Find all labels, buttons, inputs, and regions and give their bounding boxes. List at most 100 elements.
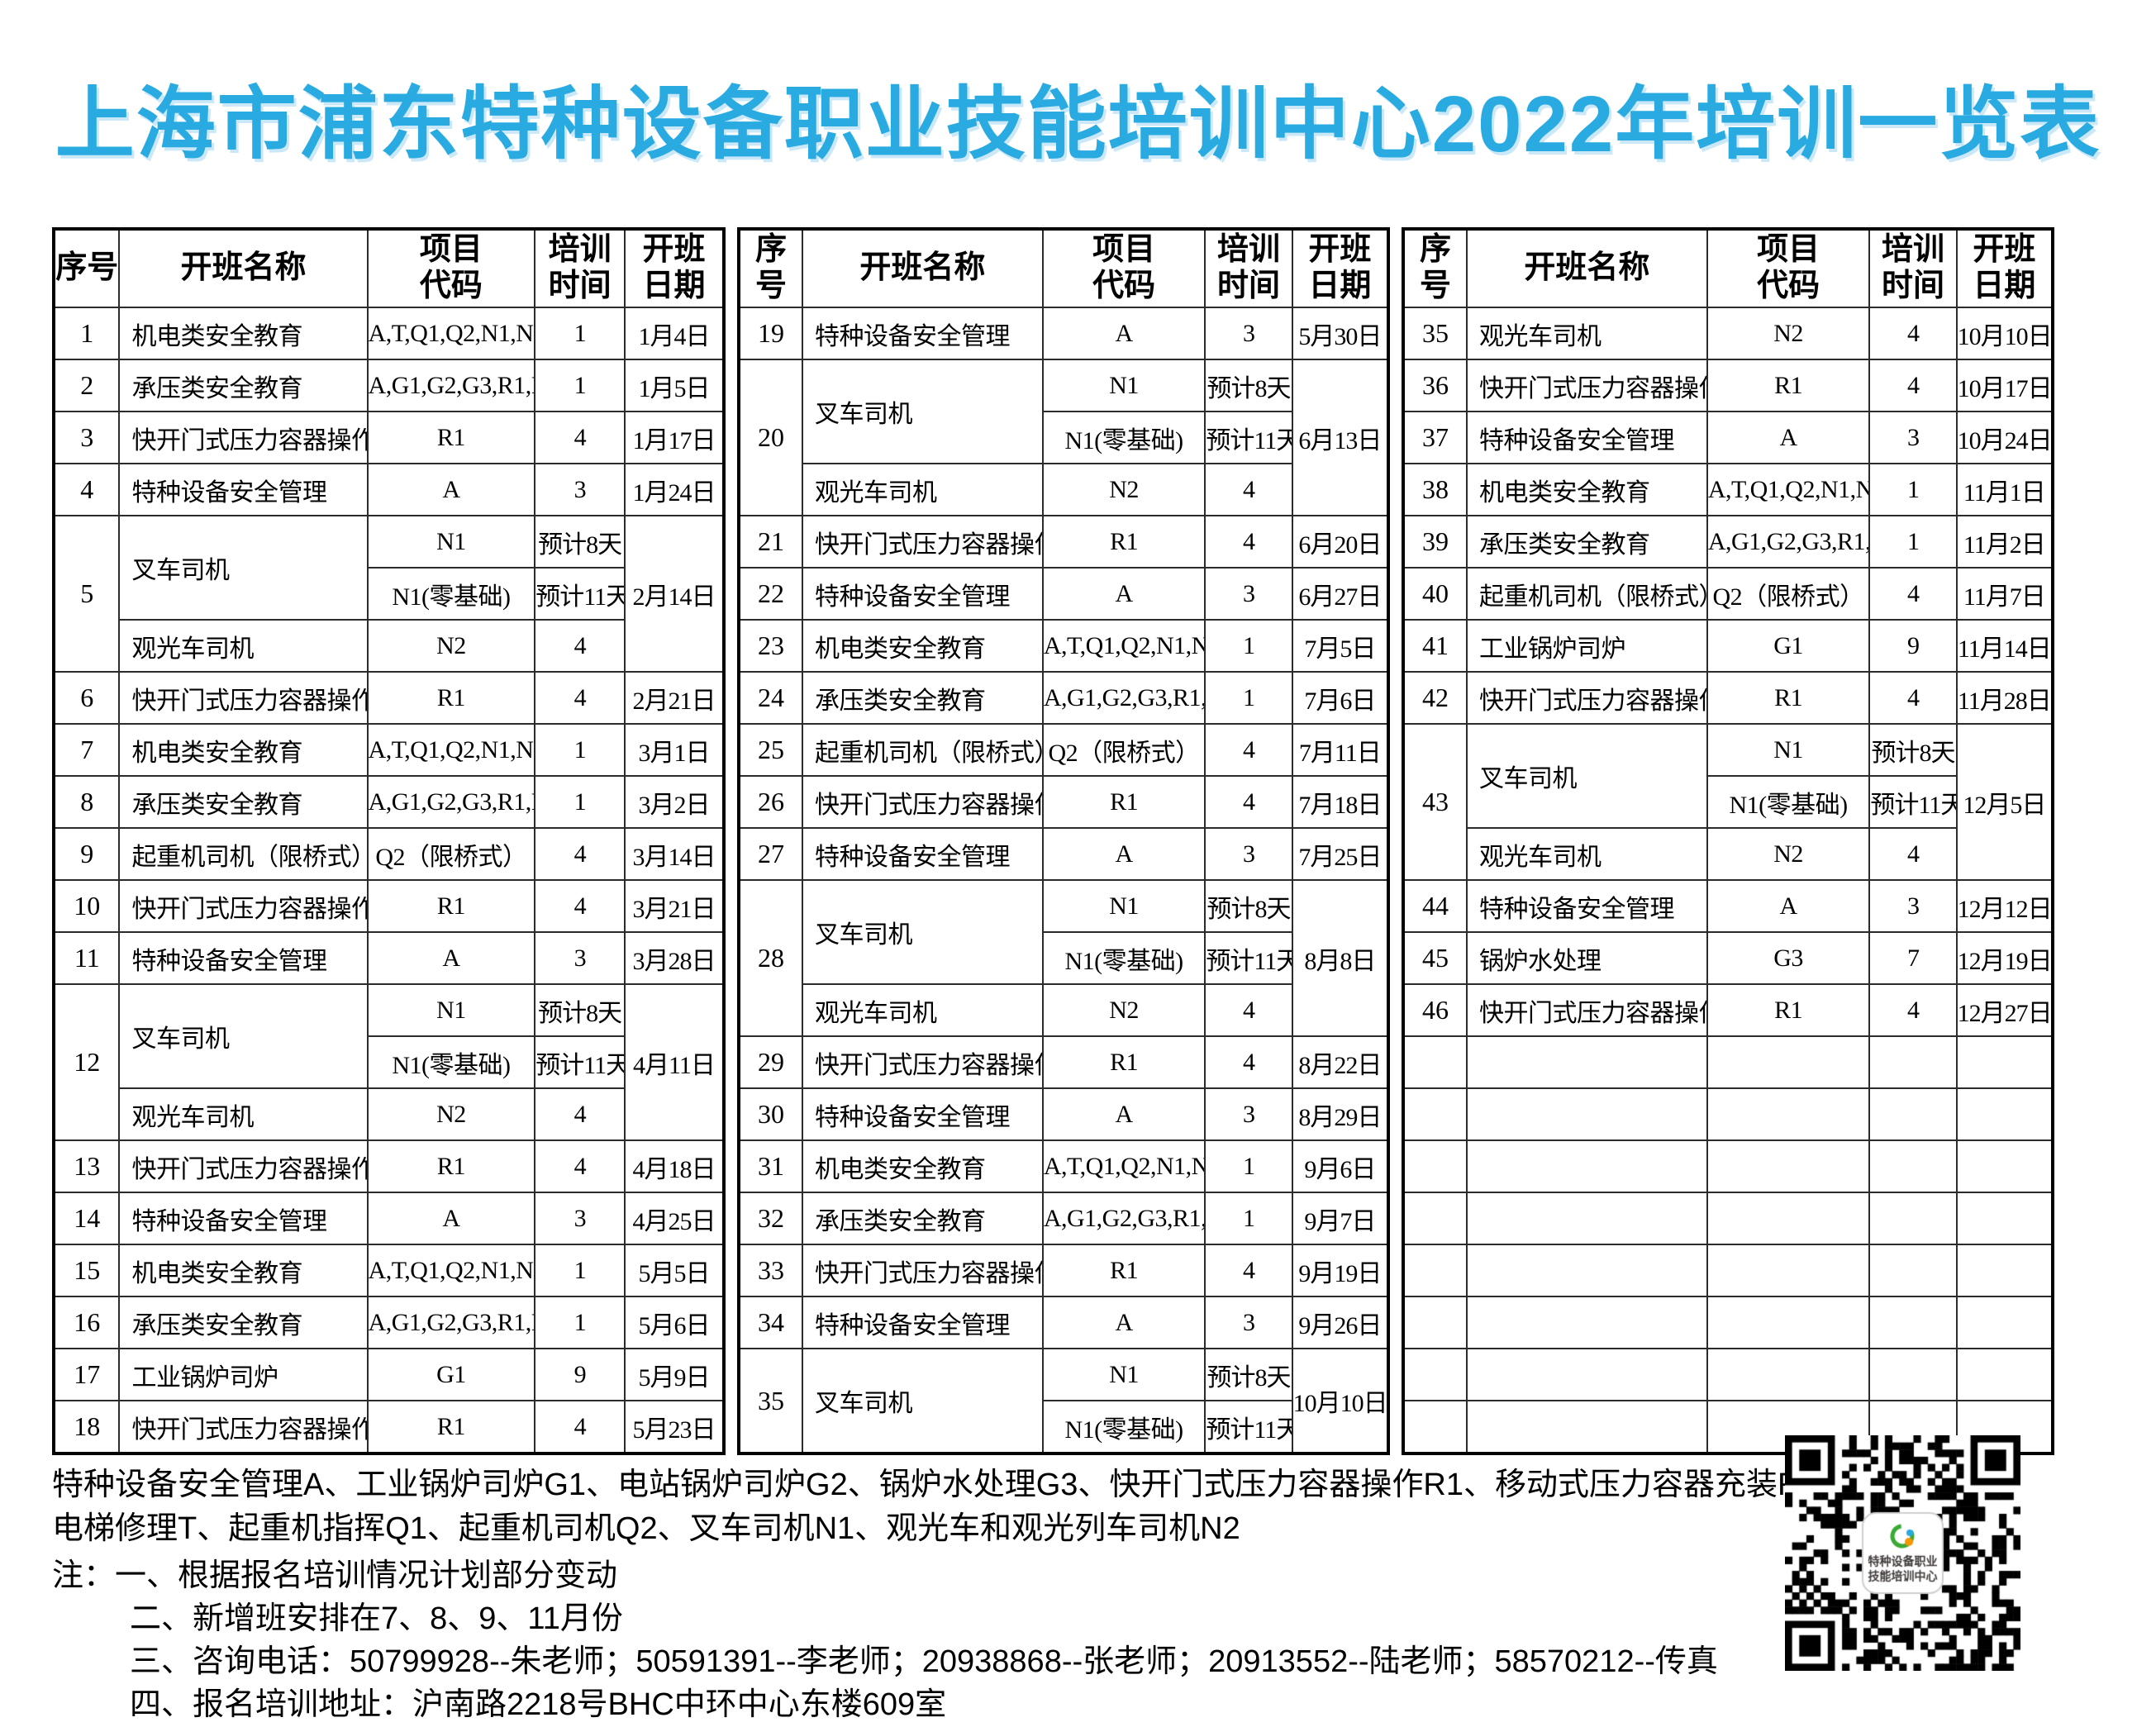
cell-code: A [366, 931, 536, 985]
cell-date [1955, 1296, 2054, 1349]
cell-no: 5 [52, 515, 121, 673]
table-row: N1(零基础) 预计11天 [739, 931, 1388, 985]
cell-time: 4 [1204, 1035, 1293, 1089]
cell-name: 快开门式压力容器操作 [118, 671, 369, 725]
header-cell-code: 项目 代码 [1041, 228, 1207, 308]
cell-name: 承压类安全教育 [118, 775, 369, 829]
cell-no: 38 [1402, 463, 1468, 516]
cell-name: 特种设备安全管理 [118, 931, 369, 985]
notes: 注：一、根据报名培训情况计划部分变动 二、新增班安排在7、8、9、11月份 三、… [52, 1554, 2156, 1727]
table-row: 23 机电类安全教育 A,T,Q1,Q2,N1,N2 1 7月5日 [737, 619, 1390, 673]
cell-name: 特种设备安全管理 [118, 463, 369, 516]
cell-date: 10月10日 [1955, 307, 2054, 360]
cell-date: 7月11日 [1291, 723, 1390, 777]
cell-time: 预计8天 [1204, 1348, 1293, 1401]
cell-time: 预计8天 [534, 515, 626, 569]
cell-date: 12月27日 [1955, 983, 2054, 1037]
note-line-2: 二、新增班安排在7、8、9、11月份 [130, 1601, 623, 1636]
cell-time [1868, 1348, 1958, 1401]
header-cell-time: 培训 时间 [1204, 228, 1293, 308]
cell-date [1955, 1348, 2054, 1401]
cell-code: R1 [366, 879, 536, 933]
table-row: 28 叉车司机 N1 预计8天 8月8日 [737, 879, 1390, 1037]
cell-code: A,G1,G2,G3,R1,R2 [1706, 515, 1871, 569]
empty-row [1402, 1192, 2054, 1245]
cell-name [1466, 1296, 1708, 1349]
cell-no: 43 [1402, 723, 1468, 881]
cell-no: 7 [52, 723, 121, 777]
cell-code: A,G1,G2,G3,R1,R2 [1041, 1192, 1207, 1245]
cell-name: 特种设备安全管理 [118, 1192, 369, 1245]
cell-name: 叉车司机 [802, 359, 1044, 464]
cell-date: 12月12日 [1955, 879, 2054, 933]
cell-no: 23 [737, 619, 804, 673]
cell-date: 5月5日 [623, 1244, 726, 1297]
cell-code: A,G1,G2,G3,R1,R2 [366, 1296, 536, 1349]
cell-name [1466, 1139, 1708, 1193]
cell-time: 3 [1868, 879, 1958, 933]
cell-no: 2 [52, 359, 121, 412]
cell-name: 承压类安全教育 [802, 671, 1044, 725]
cell-no: 10 [52, 879, 121, 933]
cell-date: 9月7日 [1291, 1192, 1390, 1245]
cell-name: 观光车司机 [1466, 307, 1708, 360]
table-row: N1(零基础) 预计11天 [1403, 775, 2053, 829]
cell-code: Q2（限桥式） [1041, 723, 1207, 777]
header-cell-no: 序号 [1402, 228, 1468, 308]
cell-name: 观光车司机 [118, 1087, 369, 1141]
cell-time: 1 [1204, 619, 1293, 673]
cell-time: 4 [1868, 983, 1958, 1037]
header-row: 序号 开班名称 项目 代码 培训 时间 开班 日期 [1402, 228, 2054, 308]
cell-no: 44 [1402, 879, 1468, 933]
table-row: 27 特种设备安全管理 A 3 7月25日 [737, 827, 1390, 881]
cell-name [1466, 1244, 1708, 1297]
empty-row [1402, 1244, 2054, 1297]
cell-date: 12月19日 [1955, 931, 2054, 985]
cell-time: 预计11天 [1204, 411, 1293, 464]
cell-date: 1月5日 [623, 359, 726, 412]
cell-name: 机电类安全教育 [802, 1139, 1044, 1193]
cell-time: 4 [1204, 1244, 1293, 1297]
cell-name: 特种设备安全管理 [1466, 879, 1708, 933]
page-title: 上海市浦东特种设备职业技能培训中心2022年培训一览表 [55, 80, 2101, 169]
cell-time: 预计8天 [1204, 359, 1293, 412]
table-row: 42 快开门式压力容器操作 R1 4 11月28日 [1402, 671, 2054, 725]
cell-code: A,T,Q1,Q2,N1,N2 [1041, 619, 1207, 673]
cell-code: N2 [366, 619, 536, 673]
cell-time: 预计11天 [534, 567, 626, 621]
qr-code [1785, 1435, 2020, 1671]
cell-date: 9月26日 [1291, 1296, 1390, 1349]
header-cell-time: 培训 时间 [1868, 228, 1958, 308]
cell-time: 1 [534, 1244, 626, 1297]
cell-time: 4 [534, 411, 626, 464]
cell-name [1466, 1035, 1708, 1089]
cell-no: 35 [737, 1348, 804, 1454]
cell-date: 5月23日 [623, 1400, 726, 1454]
cell-date: 1月4日 [623, 307, 726, 360]
header-cell-date: 开班 日期 [623, 228, 726, 308]
table-row: 25 起重机司机（限桥式） Q2（限桥式） 4 7月11日 [737, 723, 1390, 777]
table-row: 20 叉车司机 N1 预计8天 6月13日 [737, 359, 1390, 516]
cell-no: 9 [52, 827, 121, 881]
cell-name: 快开门式压力容器操作 [118, 1139, 369, 1193]
cell-no: 27 [737, 827, 804, 881]
note-item-1: 一、根据报名培训情况计划部分变动 [115, 1558, 618, 1593]
cell-date: 5月9日 [623, 1348, 726, 1401]
cell-time: 1 [534, 307, 626, 360]
cell-code: R1 [1041, 1035, 1207, 1089]
cell-code: Q2（限桥式） [1706, 567, 1871, 621]
cell-time [1868, 1087, 1958, 1141]
cell-time: 3 [1204, 1087, 1293, 1141]
table-row: 15 机电类安全教育 A,T,Q1,Q2,N1,N2 1 5月5日 [52, 1244, 726, 1297]
empty-row [1402, 1296, 2054, 1349]
cell-date: 9月19日 [1291, 1244, 1390, 1297]
cell-no: 1 [52, 307, 121, 360]
cell-time: 1 [1868, 515, 1958, 569]
cell-name [1466, 1348, 1708, 1401]
cell-date: 4月18日 [623, 1139, 726, 1193]
empty-row [1402, 1348, 2054, 1401]
table-row: 观光车司机 N2 4 [54, 619, 724, 673]
